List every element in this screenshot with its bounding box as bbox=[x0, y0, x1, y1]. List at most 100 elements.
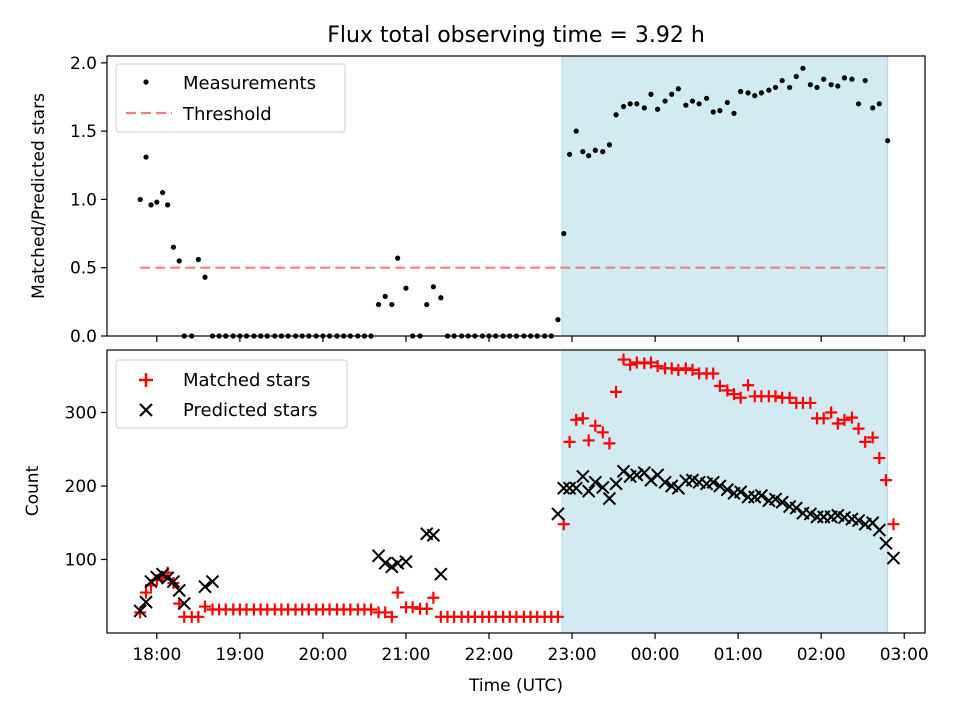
predicted-star-point bbox=[434, 567, 448, 581]
y-tick-label: 1.0 bbox=[70, 190, 97, 210]
top-x-ticks bbox=[156, 336, 905, 342]
measurement-point bbox=[613, 112, 619, 118]
matched-star-point bbox=[570, 413, 583, 426]
matched-star-point bbox=[624, 358, 637, 371]
measurement-point bbox=[137, 196, 143, 203]
matched-star-point bbox=[873, 452, 886, 465]
bottom-legend: Matched stars Predicted stars bbox=[115, 359, 348, 429]
legend-threshold-label: Threshold bbox=[182, 104, 272, 125]
measurement-point bbox=[555, 317, 561, 323]
measurement-point bbox=[195, 256, 201, 263]
predicted-star-point bbox=[588, 475, 603, 490]
predicted-star-point bbox=[872, 523, 887, 537]
x-tick-label: 02:00 bbox=[797, 645, 846, 665]
measurement-point bbox=[738, 88, 744, 95]
measurement-point bbox=[800, 65, 806, 71]
predicted-star-point bbox=[576, 469, 590, 484]
predicted-star-point bbox=[803, 507, 818, 521]
matched-star-point bbox=[391, 586, 404, 599]
x-axis-label: Time (UTC) bbox=[468, 676, 563, 696]
measurement-point bbox=[154, 199, 160, 205]
measurement-point bbox=[821, 76, 827, 82]
predicted-star-point bbox=[177, 596, 191, 611]
measurement-point bbox=[683, 102, 689, 108]
measurement-point bbox=[766, 87, 772, 93]
measurement-point bbox=[675, 86, 681, 92]
predicted-star-point bbox=[160, 571, 175, 585]
matched-star-point bbox=[887, 518, 900, 531]
matched-star-point bbox=[563, 435, 576, 448]
matched-star-point bbox=[651, 360, 664, 373]
measurement-point bbox=[143, 154, 149, 160]
top-axes-frame bbox=[106, 55, 926, 337]
predicted-star-point bbox=[754, 488, 769, 503]
matched-star-point bbox=[576, 412, 589, 425]
predicted-star-point bbox=[609, 477, 623, 491]
matched-star-point bbox=[838, 413, 851, 426]
matched-star-point bbox=[582, 434, 595, 447]
top-y-axis-label: Matched/Predicted stars bbox=[29, 93, 49, 299]
measurement-point bbox=[807, 82, 813, 88]
legend-measurements-marker bbox=[143, 79, 149, 85]
matched-star-point bbox=[721, 384, 734, 397]
matched-star-point bbox=[420, 602, 433, 615]
measurement-point bbox=[841, 75, 848, 81]
matched-star-point bbox=[686, 363, 699, 376]
matched-star-point bbox=[679, 362, 692, 375]
predicted-star-point bbox=[551, 507, 565, 521]
measurement-point bbox=[202, 274, 208, 280]
matched-star-point bbox=[617, 353, 630, 366]
measurement-point bbox=[573, 128, 579, 134]
measurement-point bbox=[703, 95, 710, 101]
count-points bbox=[133, 353, 901, 623]
matched-star-point bbox=[831, 417, 844, 430]
predicted-star-point bbox=[720, 482, 735, 497]
measurement-point bbox=[580, 149, 586, 155]
x-tick-label: 19:00 bbox=[215, 645, 264, 665]
top-legend: Measurements Threshold bbox=[115, 63, 346, 133]
measurement-point bbox=[592, 147, 598, 153]
x-tick-label: 23:00 bbox=[548, 645, 597, 665]
matched-star-point bbox=[427, 591, 440, 604]
predicted-star-point bbox=[569, 481, 583, 495]
measurement-point bbox=[586, 153, 592, 159]
predicted-star-point bbox=[658, 475, 672, 490]
matched-star-point bbox=[134, 606, 147, 619]
matched-star-point bbox=[734, 391, 747, 404]
y-tick-label: 0.5 bbox=[70, 259, 97, 279]
predicted-star-point bbox=[602, 491, 617, 506]
bottom-y-axis-label: Count bbox=[23, 465, 43, 516]
predicted-star-point bbox=[133, 604, 147, 618]
measurement-point bbox=[731, 110, 737, 116]
measurement-point bbox=[620, 103, 627, 110]
matched-star-point bbox=[365, 603, 378, 616]
x-tick-label: 22:00 bbox=[465, 645, 514, 665]
measurement-point bbox=[375, 301, 382, 308]
measurement-point bbox=[606, 142, 613, 148]
top-legend-box bbox=[115, 63, 346, 133]
matched-star-point bbox=[551, 610, 564, 623]
matched-star-point bbox=[379, 606, 392, 619]
bottom-y-ticks: 100 200 300 bbox=[65, 403, 107, 570]
legend-measurements-label: Measurements bbox=[183, 73, 316, 94]
matched-star-point bbox=[406, 601, 419, 614]
measurement-point bbox=[438, 295, 444, 301]
predicted-star-point bbox=[378, 556, 392, 570]
matched-star-point bbox=[596, 426, 609, 439]
predicted-star-point bbox=[596, 480, 610, 495]
measurement-point bbox=[669, 91, 675, 97]
measurement-point bbox=[403, 285, 409, 291]
matched-star-point bbox=[713, 380, 726, 393]
matched-star-point bbox=[727, 388, 740, 401]
measurement-point bbox=[696, 101, 702, 107]
chart-title: Flux total observing time = 3.92 h bbox=[327, 23, 705, 48]
predicted-star-point bbox=[172, 583, 186, 598]
matched-star-point bbox=[866, 431, 879, 444]
measurement-point bbox=[148, 202, 154, 208]
x-tick-label: 00:00 bbox=[631, 645, 680, 665]
matched-star-point bbox=[769, 390, 782, 403]
predicted-star-point bbox=[644, 473, 658, 487]
predicted-star-point bbox=[768, 492, 783, 506]
measurement-point bbox=[634, 101, 640, 107]
measurement-point bbox=[641, 105, 647, 111]
